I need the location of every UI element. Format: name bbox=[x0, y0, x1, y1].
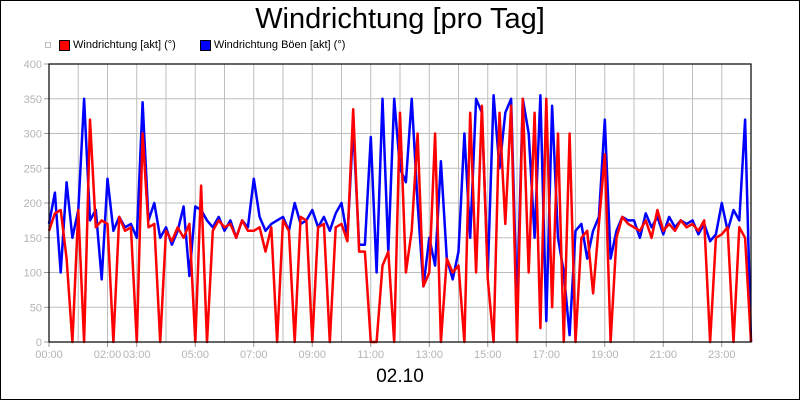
legend-swatch-red bbox=[59, 39, 70, 51]
plot-border bbox=[48, 63, 752, 343]
x-tick-label: 07:00 bbox=[240, 349, 268, 361]
x-tick-label: 03:00 bbox=[123, 349, 151, 361]
x-tick-label: 13:00 bbox=[415, 349, 443, 361]
x-tick-label: 00:00 bbox=[35, 349, 63, 361]
x-tick-label: 19:00 bbox=[591, 349, 619, 361]
legend-marker-icon bbox=[45, 42, 51, 48]
y-tick-label: 350 bbox=[24, 94, 42, 106]
y-tick-label: 400 bbox=[24, 59, 42, 71]
series-line-windrichtung bbox=[47, 97, 753, 344]
legend-label: Windrichtung Böen [akt] (°) bbox=[213, 39, 346, 51]
x-tick-label: 23:00 bbox=[708, 349, 736, 361]
x-tick-label: 11:00 bbox=[357, 349, 384, 361]
y-tick-label: 100 bbox=[24, 268, 42, 280]
x-axis-label: 02.10 bbox=[376, 366, 424, 387]
x-tick-label: 02:00 bbox=[94, 349, 122, 361]
y-tick-label: 150 bbox=[24, 233, 42, 245]
x-tick-label: 21:00 bbox=[649, 349, 677, 361]
x-tick-label: 17:00 bbox=[532, 349, 560, 361]
legend: Windrichtung [akt] (°) Windrichtung Böen… bbox=[45, 39, 369, 51]
x-tick-label: 05:00 bbox=[181, 349, 209, 361]
x-tick-label: 09:00 bbox=[298, 349, 326, 361]
x-tick-label: 15:00 bbox=[474, 349, 502, 361]
legend-label: Windrichtung [akt] (°) bbox=[73, 39, 176, 51]
legend-item-windrichtung: Windrichtung [akt] (°) bbox=[59, 39, 176, 51]
series-line-windrichtung-boeen bbox=[47, 94, 753, 343]
legend-swatch-blue bbox=[199, 39, 211, 51]
chart-title: Windrichtung [pro Tag] bbox=[255, 3, 545, 35]
y-tick-label: 250 bbox=[24, 163, 42, 175]
y-tick-label: 50 bbox=[30, 302, 42, 314]
y-tick-label: 200 bbox=[24, 198, 42, 210]
y-tick-label: 300 bbox=[24, 129, 42, 141]
y-tick-label: 0 bbox=[36, 337, 42, 349]
legend-item-boeen: Windrichtung Böen [akt] (°) bbox=[199, 39, 346, 51]
